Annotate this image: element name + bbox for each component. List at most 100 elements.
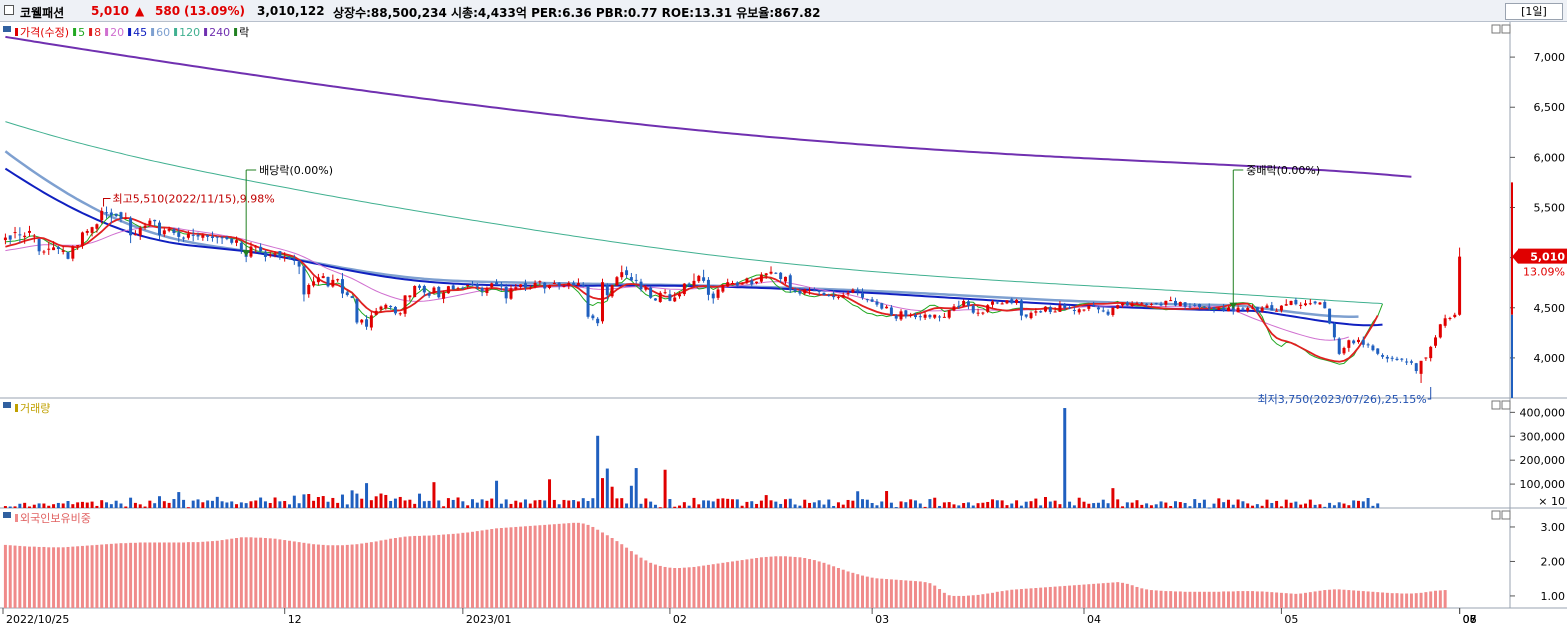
volume-bar [1015,500,1019,508]
volume-bar [1149,505,1153,508]
foreign-ratio-bar [1169,591,1173,608]
foreign-ratio-bar [1174,591,1177,608]
candle [418,285,422,288]
volume-bar [1164,502,1168,508]
foreign-ratio-bar [1275,592,1279,608]
candle [1279,305,1283,311]
foreign-ratio-bar [186,542,190,608]
foreign-ratio-bar [832,566,836,608]
foreign-ratio-bar [475,531,479,608]
volume-bar [379,493,383,508]
legend-swatch-ma8 [89,28,93,36]
volume-bar [365,483,369,508]
volume-bar [793,504,797,508]
candle [340,279,344,294]
candle [1313,301,1317,304]
volume-bar [1101,499,1105,508]
period-selector[interactable]: [1일] [1505,3,1563,20]
volume-bar [186,507,190,509]
volume-bar [1207,507,1211,509]
foreign-ratio-bar [1342,589,1346,608]
candle [206,235,210,237]
foreign-ratio-bar [105,544,109,608]
volume-bar [1019,505,1023,508]
foreign-ratio-bar [711,564,715,608]
candle [109,212,113,216]
candle [1409,361,1413,363]
high-marker-icon [103,197,111,207]
volume-bar [374,496,378,508]
foreign-ratio-bar [1053,586,1057,608]
foreign-ratio-bar [215,540,219,608]
stock-chart[interactable]: 7,0006,5006,0005,5005,0004,5004,000400,0… [0,22,1567,630]
foreign-ratio-bar [731,561,734,608]
volume-bar [475,502,479,508]
candle [162,230,166,235]
volume-bar [889,502,893,508]
x-axis-label: 06 [1463,613,1477,626]
candle [986,305,990,312]
candle [27,230,31,233]
volume-bar [1347,505,1351,508]
stock-name[interactable]: 코웰패션 [20,6,65,20]
candle [552,282,556,284]
volume-bar [114,500,118,508]
candle [1169,300,1173,302]
volume-bar [1087,503,1091,508]
candle [1284,304,1288,306]
volume-bar [576,501,580,508]
foreign-ratio-bar [528,525,532,608]
foreign-ratio-bar [403,536,407,608]
volume-bar [1270,502,1274,508]
candle [1106,311,1110,315]
foreign-ratio-bar [1246,591,1250,608]
volume-bar [268,502,272,508]
volume-bar [52,504,56,508]
foreign-ratio-bar [1005,590,1009,608]
foreign-ratio-bar [1371,591,1375,608]
foreign-ratio-bar [644,560,648,608]
volume-bar [1193,499,1197,508]
foreign-ratio-bar [389,538,393,608]
volume-bar [957,505,961,508]
candle [326,276,330,287]
volume-bar [331,497,335,508]
volume-bar [1318,504,1322,508]
candle [1174,300,1177,306]
volume-bar [856,491,860,508]
foreign-ratio-bar [220,540,224,608]
foreign-axis-label: 2.00 [1541,555,1566,568]
foreign-ratio-bar [1255,591,1259,608]
foreign-ratio-bar [259,537,263,608]
foreign-ratio-bar [1000,591,1004,608]
foreign-ratio-bar [1395,593,1399,608]
candle [572,282,576,286]
foreign-ratio-bar [678,568,682,608]
legend-swatch-ma5 [73,28,77,36]
volume-bar [1082,501,1086,508]
volume-bar [600,478,604,508]
select-checkbox[interactable] [4,5,14,15]
x-axis-label: 02 [673,613,687,626]
foreign-ratio-bar [1058,586,1062,608]
low-annotation: 최저3,750(2023/07/26),25.15% [1258,393,1427,406]
foreign-ratio-bar [235,538,239,608]
candle [451,285,455,290]
volume-bar [986,501,990,508]
volume-bar [1125,502,1129,508]
x-axis-label: 03 [875,613,889,626]
candle [1077,309,1081,313]
foreign-ratio-bar [1294,593,1298,608]
candle [827,295,831,297]
volume-bar [369,500,373,508]
foreign-ratio-bar [504,527,508,608]
foreign-ratio-bar [1217,591,1221,608]
candle [172,229,176,233]
volume-bar [1068,501,1072,508]
candle [1371,345,1375,351]
foreign-ratio-bar [1352,590,1356,608]
volume-bar [755,503,759,508]
candle [1082,309,1086,311]
candle [1029,312,1033,319]
candle [803,289,807,294]
